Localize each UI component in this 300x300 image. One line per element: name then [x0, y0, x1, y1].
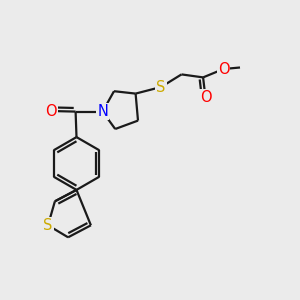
Text: N: N	[97, 104, 108, 119]
Text: O: O	[218, 61, 229, 76]
Text: O: O	[45, 103, 57, 118]
Text: S: S	[43, 218, 53, 233]
Text: S: S	[156, 80, 166, 94]
Text: O: O	[200, 90, 211, 105]
